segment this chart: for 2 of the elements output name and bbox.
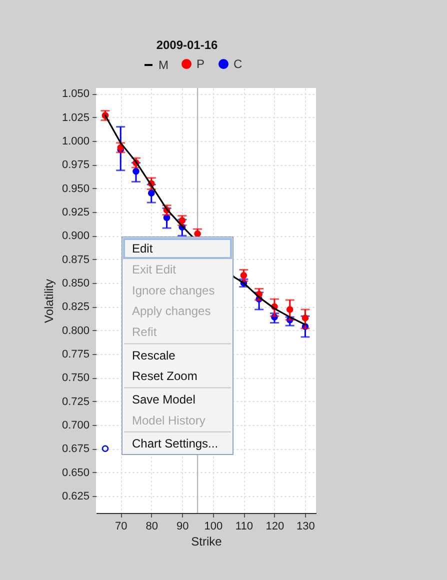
x-tick-label: 130	[296, 520, 315, 532]
x-tick-label: 120	[266, 520, 284, 532]
